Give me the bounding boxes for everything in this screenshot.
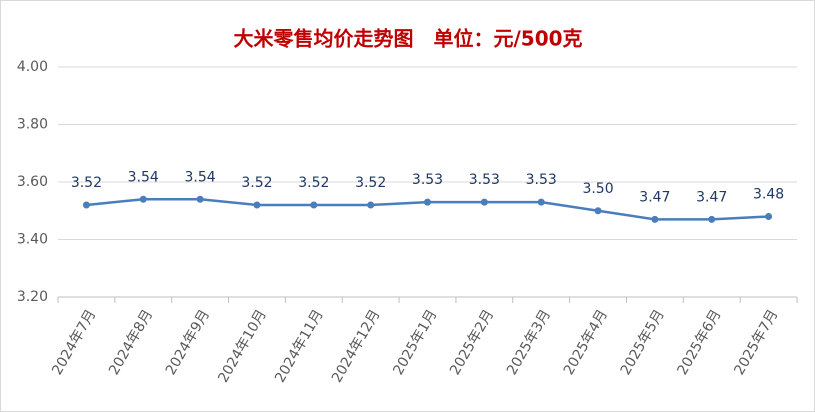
value-label: 3.50: [582, 181, 613, 197]
value-label: 3.52: [355, 175, 386, 191]
value-label: 3.54: [128, 169, 159, 185]
point: [537, 198, 545, 206]
value-label: 3.52: [298, 175, 329, 191]
point: [253, 201, 261, 209]
value-label: 3.53: [526, 172, 557, 188]
value-label: 3.52: [241, 175, 272, 191]
point: [367, 201, 375, 209]
value-label: 3.47: [639, 189, 670, 205]
value-label: 3.53: [469, 172, 500, 188]
point: [139, 195, 147, 203]
point: [594, 207, 602, 215]
point: [651, 215, 659, 223]
y-tick-label: 3.60: [17, 174, 48, 190]
value-label: 3.53: [412, 172, 443, 188]
point: [196, 195, 204, 203]
value-label: 3.47: [696, 189, 727, 205]
value-label: 3.48: [753, 187, 784, 203]
point: [708, 215, 716, 223]
y-tick-label: 3.20: [17, 289, 48, 305]
value-label: 3.54: [185, 169, 216, 185]
y-tick-label: 3.40: [17, 232, 48, 248]
point: [424, 198, 431, 206]
point: [480, 198, 488, 206]
chart-title: 大米零售均价走势图 单位：元/500克: [233, 27, 582, 51]
point: [310, 201, 318, 209]
point: [82, 201, 90, 209]
value-label: 3.52: [71, 175, 102, 191]
y-tick-label: 3.80: [17, 117, 48, 133]
point: [765, 213, 773, 220]
y-tick-label: 4.00: [17, 59, 48, 75]
